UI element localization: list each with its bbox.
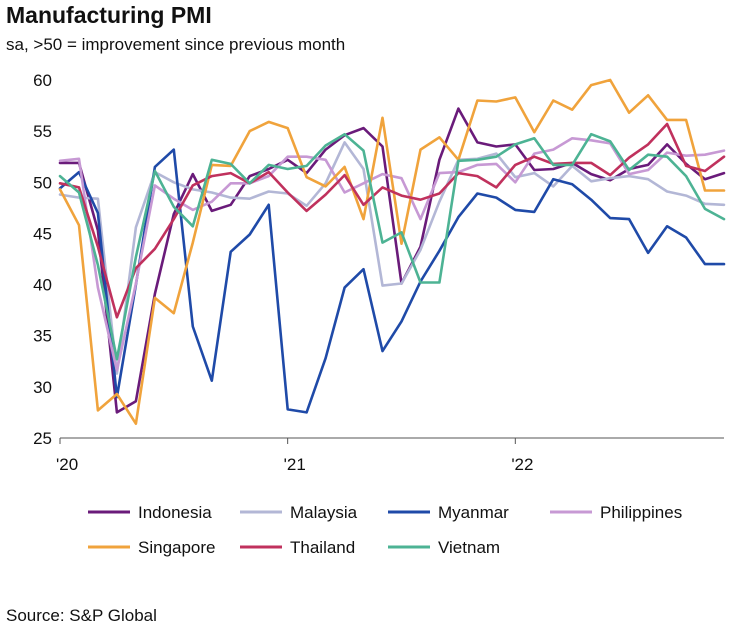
y-axis: 25 30 35 40 45 50 55 60 bbox=[33, 71, 52, 448]
legend-item-malaysia: Malaysia bbox=[240, 503, 358, 522]
legend-item-philippines: Philippines bbox=[550, 503, 682, 522]
legend-item-thailand: Thailand bbox=[240, 538, 355, 557]
y-tick-label: 35 bbox=[33, 327, 52, 346]
y-tick-label: 40 bbox=[33, 276, 52, 295]
legend-label: Philippines bbox=[600, 503, 682, 522]
legend-item-singapore: Singapore bbox=[88, 538, 216, 557]
y-tick-label: 50 bbox=[33, 173, 52, 192]
legend-label: Myanmar bbox=[438, 503, 509, 522]
legend: Indonesia Malaysia Myanmar Philippines Singa… bbox=[88, 503, 682, 557]
series-line-singapore bbox=[58, 78, 726, 425]
series-line-indonesia bbox=[58, 107, 726, 414]
x-tick-label: '22 bbox=[511, 455, 533, 474]
series-line-vietnam bbox=[58, 132, 726, 361]
legend-label: Thailand bbox=[290, 538, 355, 557]
legend-label: Indonesia bbox=[138, 503, 212, 522]
y-tick-label: 30 bbox=[33, 378, 52, 397]
series-line-thailand bbox=[58, 122, 726, 319]
y-tick-label: 45 bbox=[33, 224, 52, 243]
legend-item-vietnam: Vietnam bbox=[388, 538, 500, 557]
x-tick-label: '21 bbox=[284, 455, 306, 474]
series-line-malaysia bbox=[58, 141, 726, 375]
legend-label: Singapore bbox=[138, 538, 216, 557]
y-tick-label: 60 bbox=[33, 71, 52, 90]
y-tick-label: 55 bbox=[33, 122, 52, 141]
series-lines bbox=[58, 78, 726, 425]
x-axis: '20 '21 '22 bbox=[56, 437, 724, 474]
legend-item-indonesia: Indonesia bbox=[88, 503, 212, 522]
source-note: Source: S&P Global bbox=[6, 606, 157, 625]
legend-label: Vietnam bbox=[438, 538, 500, 557]
chart-subtitle: sa, >50 = improvement since previous mon… bbox=[6, 35, 346, 54]
legend-item-myanmar: Myanmar bbox=[388, 503, 509, 522]
series-line-myanmar bbox=[58, 148, 726, 414]
legend-label: Malaysia bbox=[290, 503, 358, 522]
y-tick-label: 25 bbox=[33, 429, 52, 448]
chart-title: Manufacturing PMI bbox=[6, 2, 212, 28]
x-tick-label: '20 bbox=[56, 455, 78, 474]
